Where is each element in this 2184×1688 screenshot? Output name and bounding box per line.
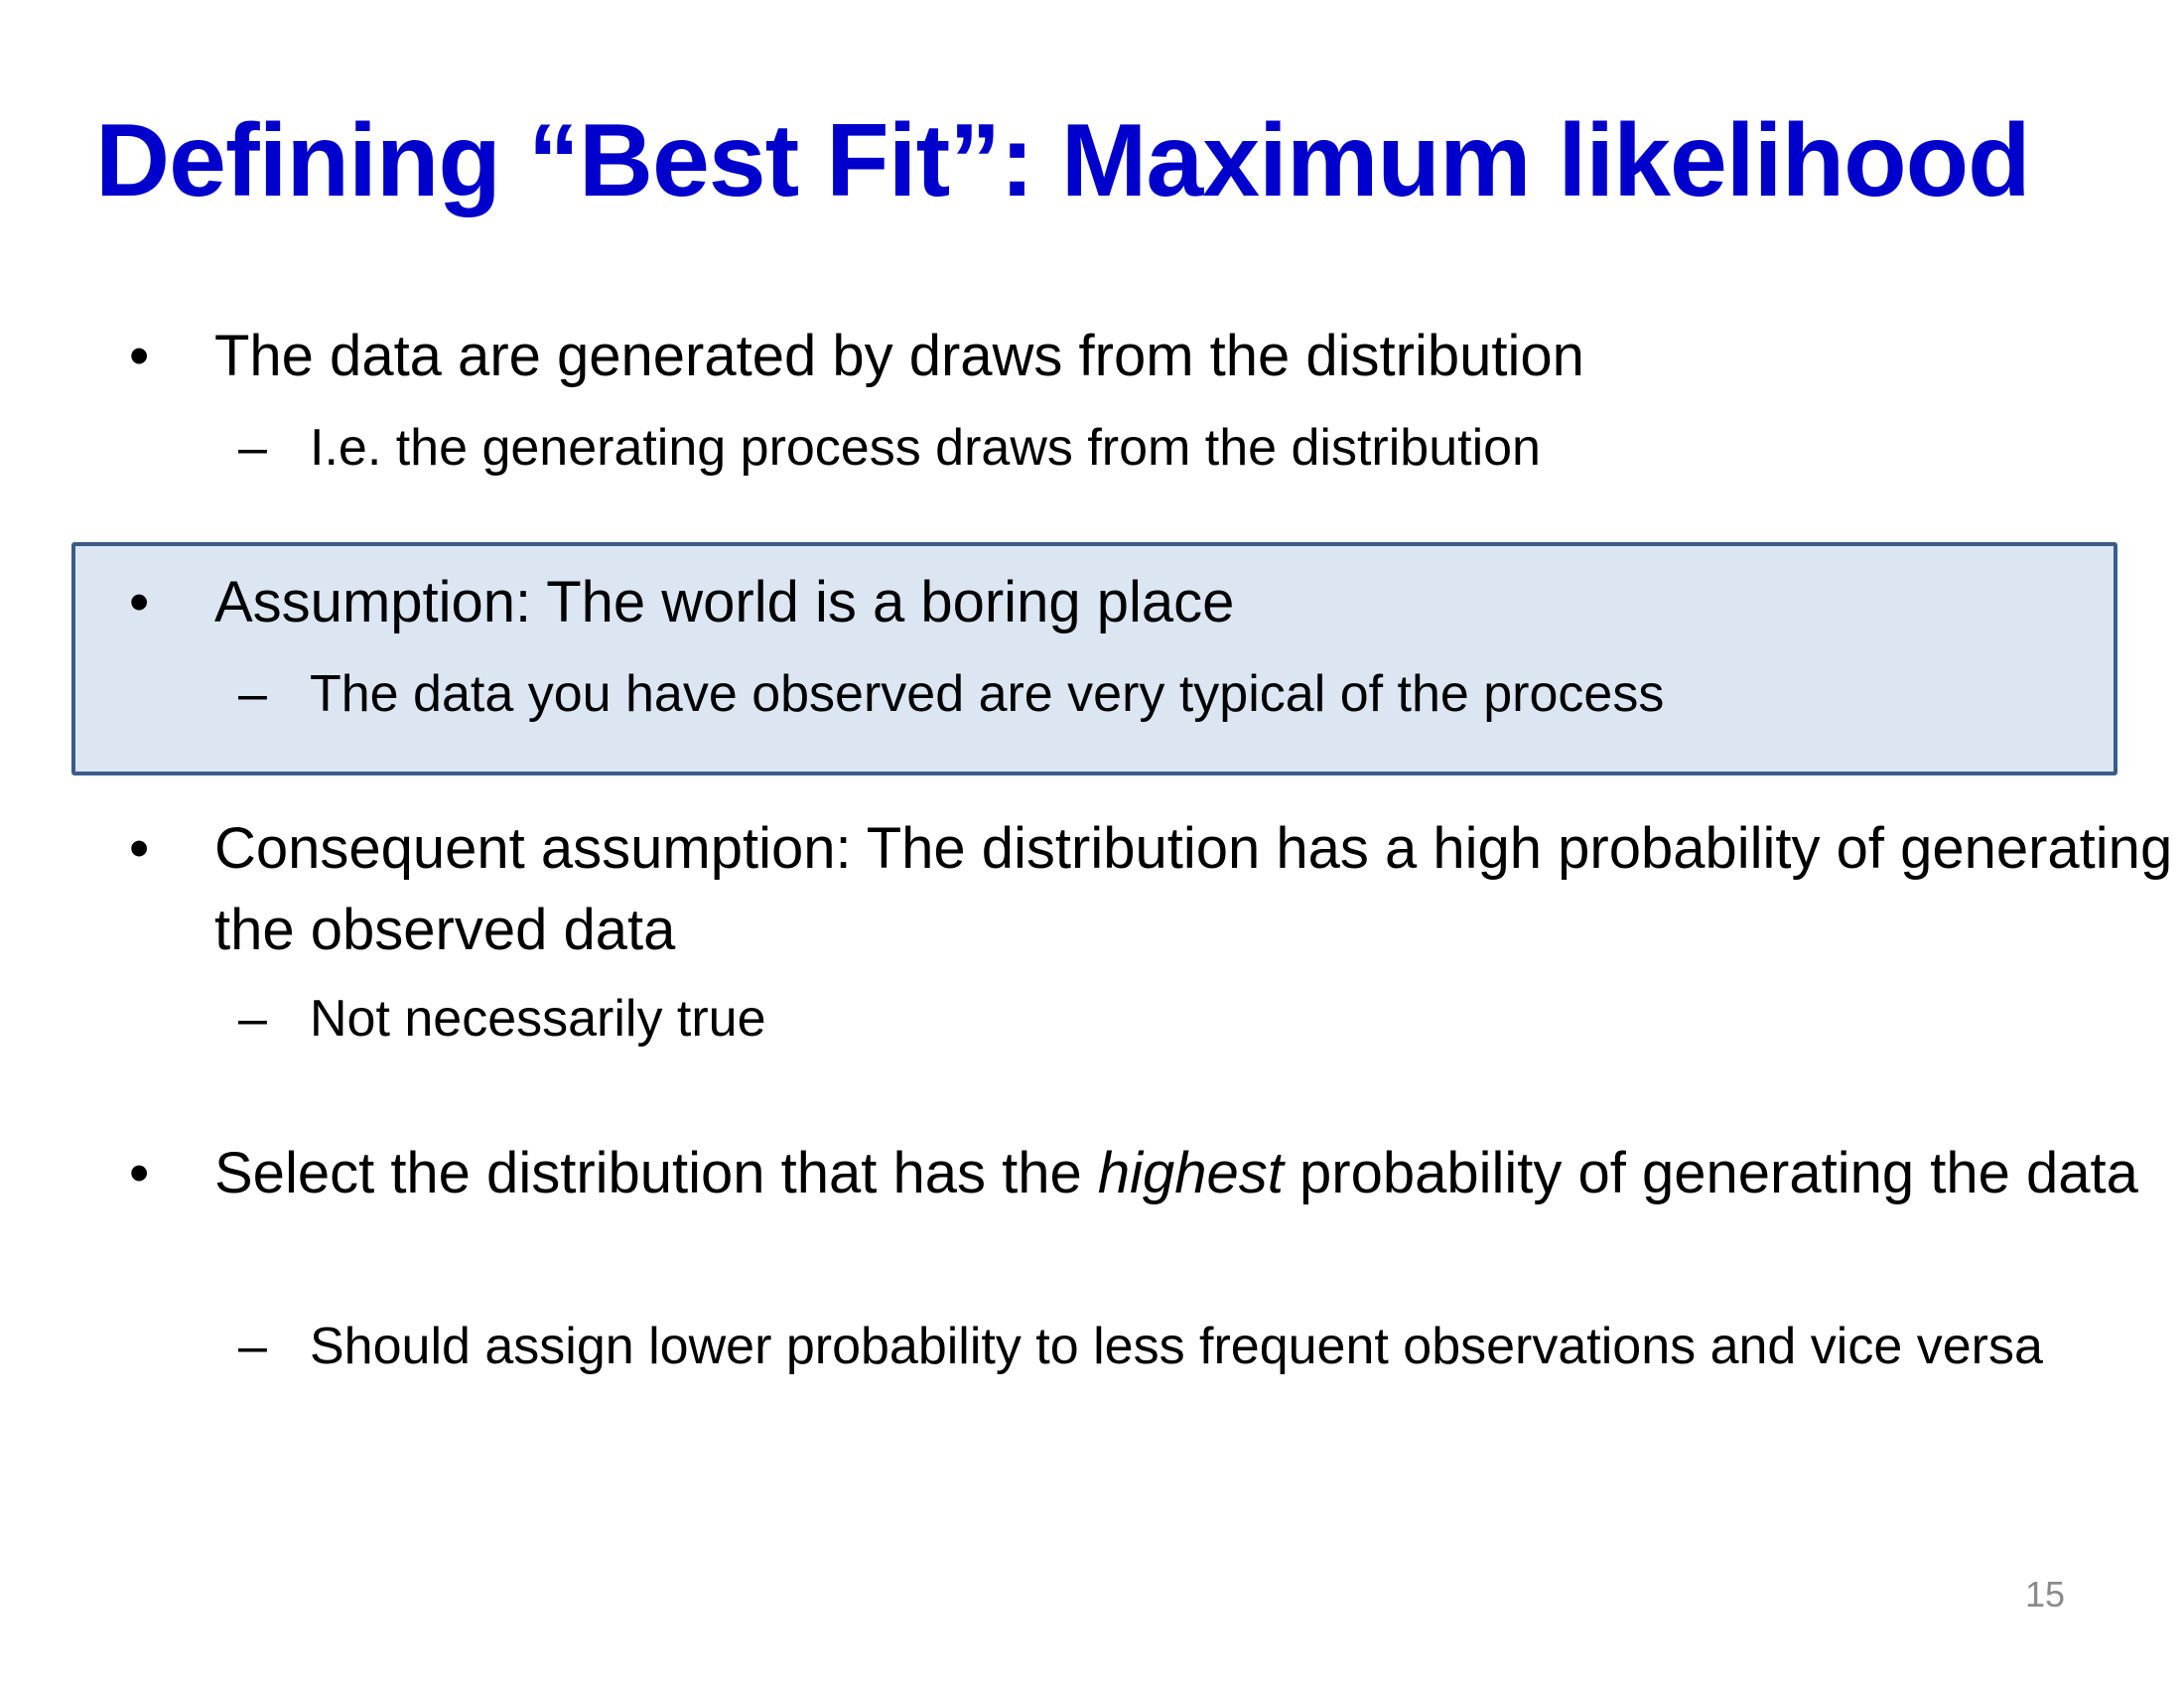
sub-bullet-marker: – <box>238 419 267 477</box>
sub-bullet-marker: – <box>238 1318 267 1375</box>
sub-bullet-text: The data you have observed are very typi… <box>310 665 1665 723</box>
bullet-text: The data are generated by draws from the… <box>214 324 1584 388</box>
emphasis-text: highest <box>1097 1141 1284 1205</box>
highlight-box <box>71 542 2117 775</box>
bullet-text: Assumption: The world is a boring place <box>214 570 1235 634</box>
sub-bullet-text: I.e. the generating process draws from t… <box>310 419 1541 477</box>
sub-bullet-text: Not necessarily true <box>310 990 766 1048</box>
bullet-marker: • <box>129 816 150 881</box>
sub-bullet-marker: – <box>238 990 267 1048</box>
bullet-text: Select the distribution that has the hig… <box>214 1133 2184 1214</box>
slide-title: Defining “Best Fit”: Maximum likelihood <box>95 103 2031 218</box>
sub-bullet-text: Should assign lower probability to less … <box>310 1318 2043 1375</box>
bullet-marker: • <box>129 1141 150 1205</box>
bullet-text-start: Select the distribution that has the <box>214 1141 1098 1205</box>
bullet-text: Consequent assumption: The distribution … <box>214 816 2173 962</box>
sub-bullet-marker: – <box>238 665 267 723</box>
bullet-text-end: probability of generating the data <box>1283 1141 2138 1205</box>
page-number: 15 <box>2024 1574 2065 1615</box>
bullet-marker: • <box>129 324 150 388</box>
bullet-marker: • <box>129 570 150 634</box>
